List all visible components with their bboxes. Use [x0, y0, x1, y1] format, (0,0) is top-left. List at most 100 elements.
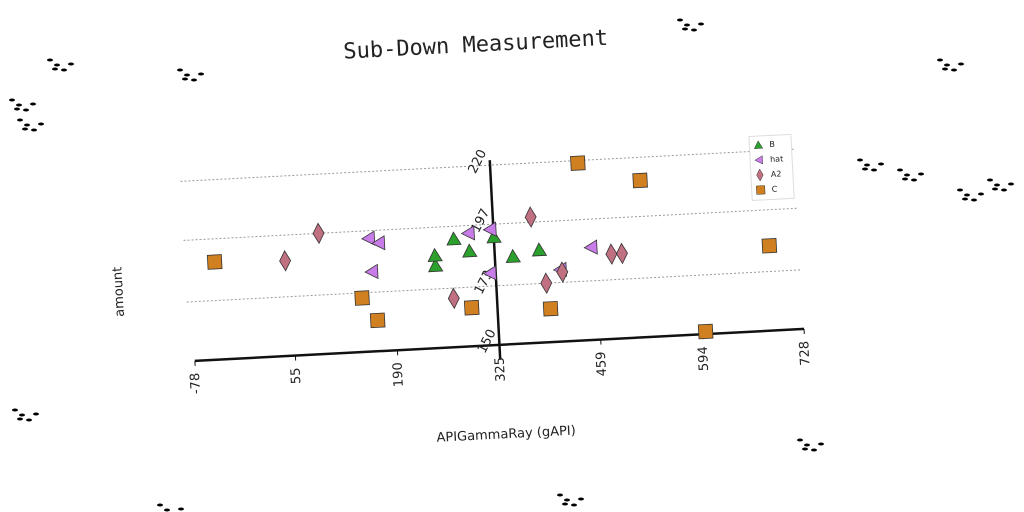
noise: [962, 197, 968, 201]
legend-marker: [753, 140, 764, 149]
point: [428, 258, 444, 273]
y-axis: [488, 160, 502, 360]
legend-marker: [756, 168, 764, 182]
point: [371, 235, 386, 251]
noise: [26, 418, 32, 422]
noise: [951, 68, 957, 72]
grid-line: [186, 269, 801, 303]
noise: [897, 168, 903, 172]
noise: [14, 107, 20, 111]
noise: [30, 102, 36, 106]
point: [354, 290, 370, 306]
noise: [911, 178, 917, 182]
noise: [578, 497, 584, 501]
point: [540, 272, 553, 295]
point: [605, 243, 618, 265]
grid-line: [183, 207, 798, 241]
noise: [942, 67, 948, 71]
point: [369, 312, 386, 329]
x-tick-label: 55: [289, 367, 305, 384]
noise: [994, 183, 1000, 187]
noise: [864, 163, 870, 167]
point: [524, 206, 537, 228]
x-tick-label: 459: [594, 351, 610, 377]
noise: [177, 68, 183, 72]
point: [446, 231, 462, 246]
noise: [9, 98, 15, 102]
noise: [164, 508, 170, 512]
x-tick-label: 594: [696, 346, 712, 372]
legend-label: C: [771, 185, 777, 194]
chart-body: Sub-Down Measurement APIGammaRay (gAPI) …: [110, 26, 813, 446]
noise: [698, 22, 704, 26]
noise: [684, 23, 690, 27]
x-tick-label: 325: [493, 356, 509, 382]
noise: [52, 67, 58, 71]
noise: [564, 498, 570, 502]
noise: [857, 158, 863, 162]
noise: [978, 192, 984, 196]
noise: [871, 168, 877, 172]
noise: [182, 77, 188, 81]
point: [361, 230, 376, 246]
noise: [557, 493, 563, 497]
noise: [957, 188, 963, 192]
legend-label: B: [769, 140, 775, 149]
point: [312, 222, 325, 245]
noise: [562, 502, 568, 506]
x-tick-label: 728: [797, 341, 813, 367]
point: [462, 243, 478, 258]
noise: [17, 118, 23, 122]
point: [505, 248, 521, 264]
noise: [17, 417, 23, 421]
noise: [682, 27, 688, 31]
noise: [937, 58, 943, 62]
point: [482, 265, 497, 281]
noise: [1008, 182, 1014, 186]
point: [583, 239, 598, 255]
x-axis-label: APIGammaRay (gAPI): [436, 424, 576, 446]
grid-line: [180, 148, 795, 182]
point: [761, 237, 778, 254]
noise: [191, 78, 197, 82]
noise: [38, 122, 44, 126]
noise: [818, 442, 824, 446]
noise: [23, 108, 29, 112]
noise: [878, 162, 884, 166]
point: [486, 229, 502, 244]
noise: [33, 412, 39, 416]
chart-title: Sub-Down Measurement: [343, 26, 609, 65]
x-tick-label: 190: [391, 362, 407, 388]
point: [542, 300, 559, 317]
noise: [54, 63, 60, 67]
noise: [1001, 188, 1007, 192]
noise: [24, 123, 30, 127]
point: [697, 323, 714, 340]
point: [460, 225, 475, 241]
noise: [19, 413, 25, 417]
legend-box: [748, 133, 795, 201]
noise: [944, 63, 950, 67]
noise: [22, 127, 28, 131]
legend-label: hat: [770, 154, 784, 164]
noise: [157, 503, 163, 507]
point: [556, 261, 569, 283]
noise: [804, 443, 810, 447]
point: [570, 155, 586, 171]
y-tick-label: 150: [475, 327, 500, 356]
noise: [862, 167, 868, 171]
point: [447, 287, 460, 310]
noise: [797, 438, 803, 442]
legend-label: A2: [771, 169, 782, 179]
legend-marker: [756, 185, 766, 195]
noise: [61, 68, 67, 72]
noise: [571, 503, 577, 507]
point: [463, 299, 480, 316]
noise: [992, 187, 998, 191]
noise: [902, 177, 908, 181]
noise: [964, 193, 970, 197]
y-tick-label: 220: [466, 147, 491, 176]
noise: [16, 103, 22, 107]
noise: [178, 507, 184, 511]
